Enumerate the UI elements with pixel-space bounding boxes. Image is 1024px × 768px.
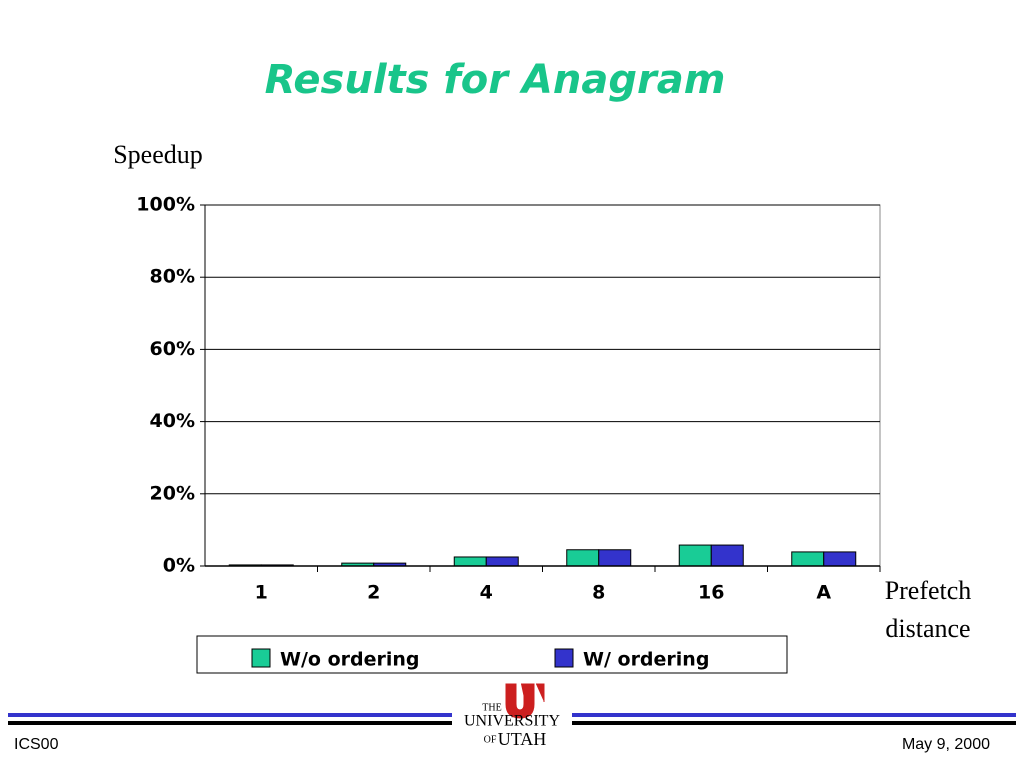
x-tick-label: 1 — [255, 582, 268, 604]
logo-mark — [505, 683, 545, 719]
bar — [823, 551, 857, 567]
bar — [453, 556, 487, 567]
footer-rule — [8, 721, 452, 725]
x-tick-label: 16 — [698, 582, 724, 604]
y-tick-label: 80% — [150, 266, 195, 288]
legend-label: W/o ordering — [280, 649, 420, 671]
logo-text: THE — [482, 702, 501, 713]
x-tick-label: 4 — [480, 582, 493, 604]
bar — [791, 551, 825, 567]
footer-rule — [572, 721, 1016, 725]
footer-right: May 9, 2000 — [902, 736, 990, 753]
x-tick-label: 8 — [592, 582, 605, 604]
legend-box — [196, 635, 788, 674]
x-tick-label: A — [816, 582, 831, 604]
legend-swatch — [554, 648, 574, 668]
chart-title: Results for Anagram — [265, 57, 726, 103]
logo-text: UNIVERSITY — [464, 713, 560, 730]
footer-rule — [572, 713, 1016, 717]
x-axis-label: Prefetch distance — [884, 576, 972, 643]
bar — [485, 556, 519, 567]
y-axis-label: Speedup — [113, 140, 203, 169]
bar — [598, 549, 632, 567]
y-tick-label: 40% — [150, 410, 195, 432]
bar — [566, 549, 600, 567]
footer-left: ICS00 — [14, 736, 59, 753]
legend-label: W/ ordering — [583, 649, 709, 671]
bar — [710, 544, 744, 567]
logo-text: UTAH — [498, 729, 547, 749]
bar — [678, 544, 712, 567]
x-tick-label: 2 — [367, 582, 380, 604]
logo-text: OF — [484, 734, 497, 745]
plot-frame — [204, 204, 881, 567]
footer-rule — [8, 713, 452, 717]
y-tick-label: 20% — [150, 482, 195, 504]
y-tick-label: 0% — [163, 555, 195, 577]
y-tick-label: 60% — [150, 338, 195, 360]
y-tick-label: 100% — [136, 194, 195, 216]
legend-swatch — [251, 648, 271, 668]
